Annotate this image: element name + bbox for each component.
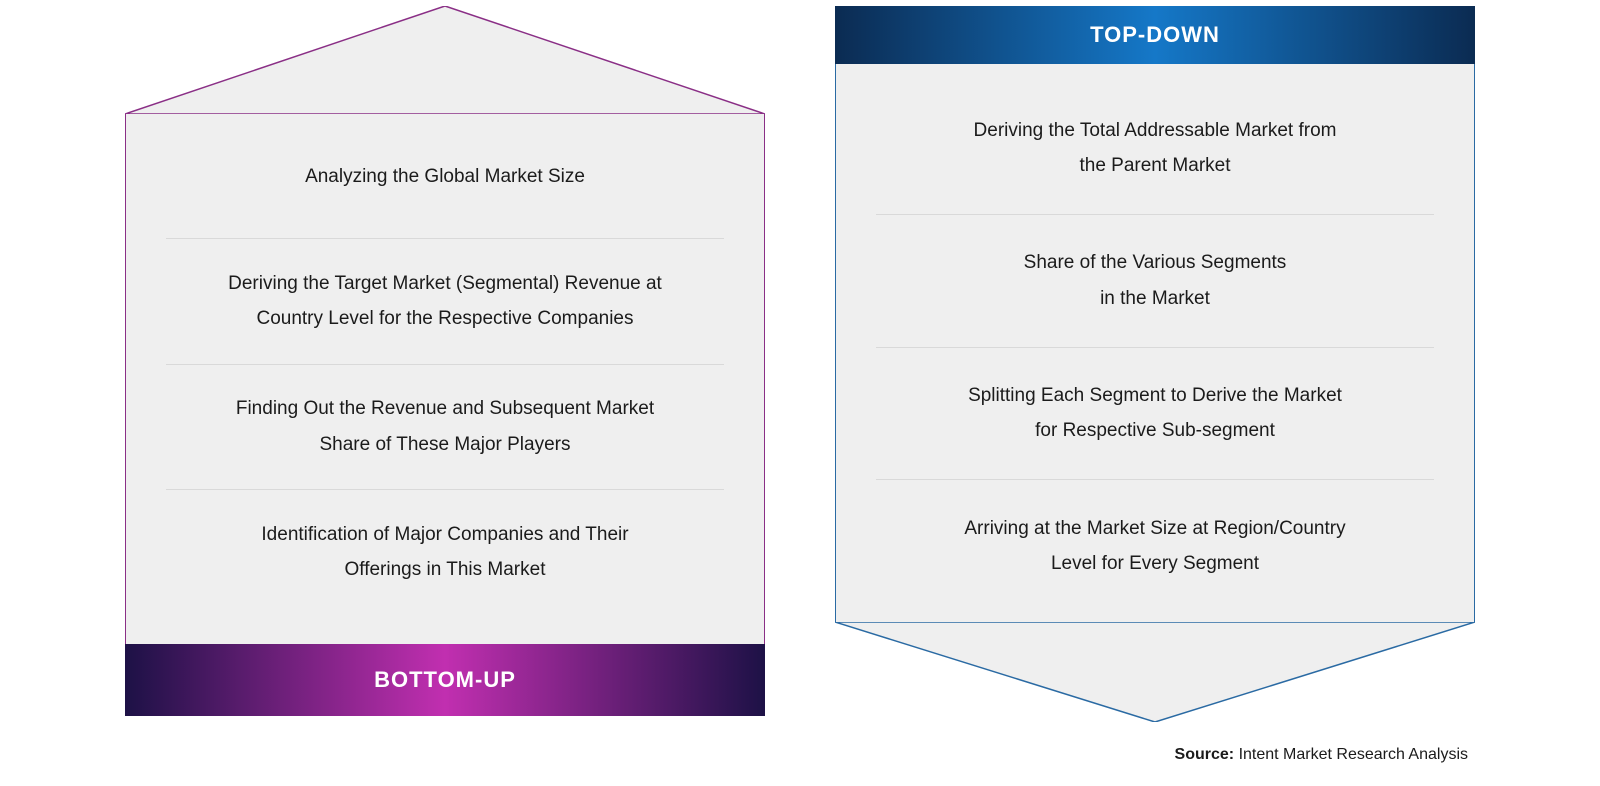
top-down-body: Deriving the Total Addressable Market fr… xyxy=(835,64,1475,622)
bottom-up-title: BOTTOM-UP xyxy=(374,667,516,693)
top-down-item: Deriving the Total Addressable Market fr… xyxy=(876,82,1434,214)
top-down-item: Splitting Each Segment to Derive the Mar… xyxy=(876,348,1434,480)
bottom-up-panel: Analyzing the Global Market Size Derivin… xyxy=(125,6,765,722)
source-text: Intent Market Research Analysis xyxy=(1239,746,1468,763)
diagram-wrap: Analyzing the Global Market Size Derivin… xyxy=(0,0,1600,722)
top-down-point-icon xyxy=(835,622,1475,722)
bottom-up-item: Finding Out the Revenue and Subsequent M… xyxy=(166,365,724,489)
bottom-up-item: Deriving the Target Market (Segmental) R… xyxy=(166,239,724,363)
bottom-up-item: Identification of Major Companies and Th… xyxy=(166,490,724,614)
bottom-up-title-banner: BOTTOM-UP xyxy=(125,644,765,716)
top-down-item: Arriving at the Market Size at Region/Co… xyxy=(876,480,1434,612)
bottom-up-roof-icon xyxy=(125,6,765,114)
source-label: Source: xyxy=(1175,746,1235,763)
top-down-panel: TOP-DOWN Deriving the Total Addressable … xyxy=(835,6,1475,722)
top-down-title: TOP-DOWN xyxy=(1090,22,1220,48)
top-down-item: Share of the Various Segments in the Mar… xyxy=(876,215,1434,347)
bottom-up-body: Analyzing the Global Market Size Derivin… xyxy=(125,114,765,644)
bottom-up-item: Analyzing the Global Market Size xyxy=(166,114,724,238)
source-attribution: Source: Intent Market Research Analysis xyxy=(1175,746,1468,764)
top-down-title-banner: TOP-DOWN xyxy=(835,6,1475,64)
